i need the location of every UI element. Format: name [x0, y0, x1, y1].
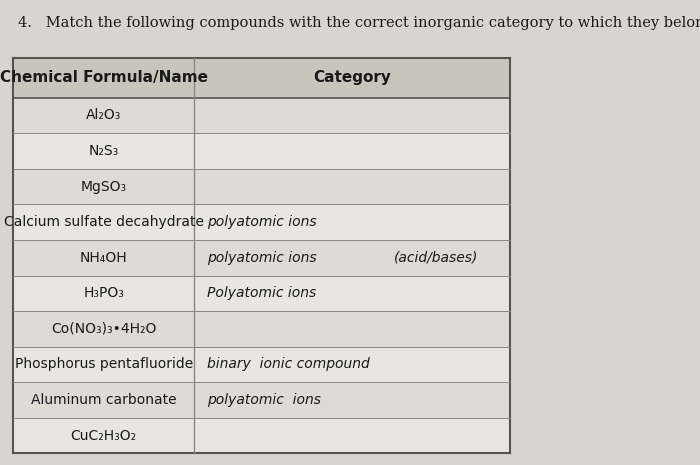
Text: 4.   Match the following compounds with the correct inorganic category to which : 4. Match the following compounds with th… [18, 16, 700, 30]
Text: Co(NO₃)₃•4H₂O: Co(NO₃)₃•4H₂O [51, 322, 156, 336]
Text: MgSO₃: MgSO₃ [80, 179, 127, 193]
Bar [13, 240, 510, 275]
Bar [13, 275, 510, 311]
Text: polyatomic ions: polyatomic ions [207, 215, 317, 229]
Text: NH₄OH: NH₄OH [80, 251, 127, 265]
Text: Category: Category [313, 70, 391, 86]
Text: polyatomic ions: polyatomic ions [207, 251, 317, 265]
Text: (acid/bases): (acid/bases) [394, 251, 478, 265]
Bar [13, 98, 510, 133]
Text: Calcium sulfate decahydrate: Calcium sulfate decahydrate [4, 215, 204, 229]
Text: binary  ionic compound: binary ionic compound [207, 358, 370, 372]
Text: Phosphorus pentafluoride: Phosphorus pentafluoride [15, 358, 193, 372]
Bar [13, 58, 510, 98]
Text: Al₂O₃: Al₂O₃ [86, 108, 121, 122]
Text: N₂S₃: N₂S₃ [89, 144, 119, 158]
Bar [13, 418, 510, 453]
Bar [13, 311, 510, 346]
Text: Polyatomic ions: Polyatomic ions [207, 286, 316, 300]
Bar [13, 382, 510, 418]
Text: Aluminum carbonate: Aluminum carbonate [31, 393, 176, 407]
Text: H₃PO₃: H₃PO₃ [83, 286, 124, 300]
Text: Chemical Formula/Name: Chemical Formula/Name [0, 70, 208, 86]
Bar [13, 169, 510, 205]
Bar [13, 133, 510, 169]
Text: polyatomic  ions: polyatomic ions [207, 393, 321, 407]
Bar [13, 346, 510, 382]
Text: CuC₂H₃O₂: CuC₂H₃O₂ [71, 429, 136, 443]
Bar [13, 205, 510, 240]
